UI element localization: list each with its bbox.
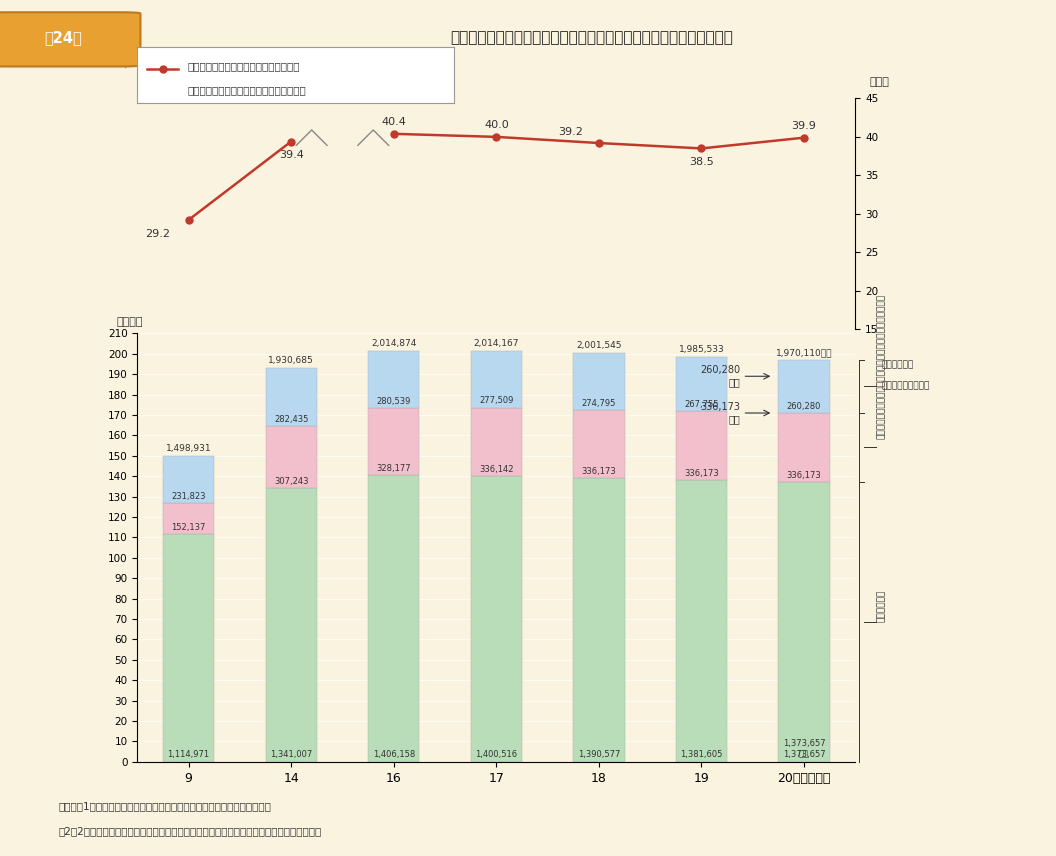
- Text: 1,406,158: 1,406,158: [373, 750, 415, 758]
- Text: 29.2: 29.2: [145, 229, 170, 239]
- Bar: [573, 479, 624, 762]
- Text: 307,243: 307,243: [274, 477, 308, 486]
- Bar: [369, 475, 419, 762]
- Text: 総生産（名目）に占める割合（右目盛）％: 総生産（名目）に占める割合（右目盛）％: [188, 86, 306, 96]
- Bar: [369, 351, 419, 408]
- Bar: [778, 482, 830, 762]
- Bar: [471, 407, 522, 476]
- Text: 282,435: 282,435: [274, 414, 308, 424]
- Text: 2,014,167: 2,014,167: [473, 339, 520, 348]
- Text: 336,173: 336,173: [787, 471, 822, 479]
- Text: 地方債現在高: 地方債現在高: [878, 590, 886, 621]
- Text: 1,970,110億円: 1,970,110億円: [776, 348, 832, 357]
- Text: 2　2　企業債現在高（うち普通会計負担分）は、決算統計をベースとした推計値である。: 2 2 企業債現在高（うち普通会計負担分）は、決算統計をベースとした推計値である…: [58, 827, 321, 836]
- Text: 1,400,516: 1,400,516: [475, 750, 517, 758]
- Text: 1,930,685: 1,930,685: [268, 356, 314, 365]
- Bar: [676, 357, 728, 412]
- Text: 1,498,931: 1,498,931: [166, 444, 211, 453]
- Text: （％）: （％）: [870, 77, 889, 87]
- Bar: [265, 425, 317, 488]
- Text: 普通会計が負担すべき借入金残高及び国内総生産に占める割合の推移: 普通会計が負担すべき借入金残高及び国内総生産に占める割合の推移: [450, 31, 733, 45]
- Bar: [676, 480, 728, 762]
- Text: 267,755: 267,755: [684, 401, 719, 409]
- Text: 336,173
億円: 336,173 億円: [700, 402, 740, 424]
- Bar: [369, 408, 419, 475]
- Text: 277,509: 277,509: [479, 396, 513, 406]
- Text: 1,985,533: 1,985,533: [679, 345, 724, 354]
- Text: 260,280: 260,280: [787, 402, 822, 411]
- Text: 38.5: 38.5: [690, 158, 714, 167]
- Bar: [265, 488, 317, 762]
- Text: 274,795: 274,795: [582, 399, 616, 407]
- Text: 40.0: 40.0: [484, 121, 509, 130]
- Text: 39.9: 39.9: [792, 121, 816, 131]
- Text: 2,001,545: 2,001,545: [577, 342, 622, 350]
- Bar: [573, 354, 624, 409]
- Bar: [676, 412, 728, 480]
- Text: 336,142: 336,142: [479, 465, 513, 474]
- Bar: [778, 413, 830, 482]
- Text: 1,390,577: 1,390,577: [578, 750, 620, 758]
- Text: 280,539: 280,539: [377, 397, 411, 406]
- Text: 336,173: 336,173: [582, 467, 617, 476]
- Text: 普通会計が負担すべき借入金残高の国内: 普通会計が負担すべき借入金残高の国内: [188, 62, 301, 72]
- Bar: [573, 409, 624, 479]
- FancyBboxPatch shape: [0, 12, 140, 67]
- Text: うち普通会計負担分: うち普通会計負担分: [882, 382, 930, 390]
- Bar: [163, 503, 214, 534]
- Bar: [778, 360, 830, 413]
- Text: 39.4: 39.4: [279, 151, 303, 160]
- Text: 260,280
億円: 260,280 億円: [700, 366, 740, 387]
- Text: 2,014,874: 2,014,874: [371, 339, 416, 348]
- Text: 1,373,657
億円: 1,373,657 億円: [782, 740, 826, 758]
- Text: （兆円）: （兆円）: [117, 318, 144, 327]
- Bar: [471, 351, 522, 407]
- Text: 39.2: 39.2: [559, 127, 584, 136]
- Bar: [163, 456, 214, 503]
- Text: （注）　1　地方債現在高は、特定資金公共投資事業債を除いた額である。: （注） 1 地方債現在高は、特定資金公共投資事業債を除いた額である。: [58, 801, 271, 811]
- Text: 328,177: 328,177: [376, 464, 411, 473]
- Text: 1,341,007: 1,341,007: [270, 750, 313, 758]
- Text: 336,173: 336,173: [684, 469, 719, 478]
- Text: 企業債現在高: 企業債現在高: [882, 360, 914, 369]
- Text: 152,137: 152,137: [171, 523, 206, 532]
- Text: 40.4: 40.4: [381, 117, 407, 128]
- Text: 231,823: 231,823: [171, 492, 206, 502]
- Text: 第24図: 第24図: [44, 31, 82, 45]
- Text: 1,373,657: 1,373,657: [782, 750, 826, 758]
- Text: 1,381,605: 1,381,605: [680, 750, 722, 758]
- Text: 交付税及び譲与税配付金特別会計借入金残高（地方負担分）: 交付税及び譲与税配付金特別会計借入金残高（地方負担分）: [878, 294, 886, 439]
- Bar: [163, 534, 214, 762]
- Bar: [265, 368, 317, 425]
- Text: 1,114,971: 1,114,971: [168, 750, 210, 758]
- Bar: [471, 476, 522, 762]
